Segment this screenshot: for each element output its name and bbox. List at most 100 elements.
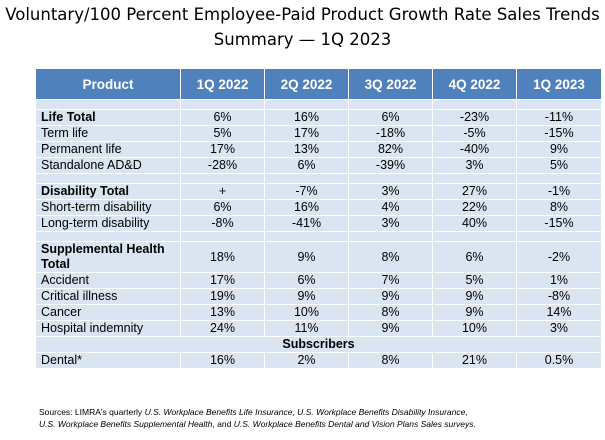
spacer-row	[35, 99, 602, 110]
table-row: Long-term disability -8% -41% 3% 40% -15%	[35, 215, 602, 232]
table-row: Term life 5% 17% -18% -5% -15%	[35, 125, 602, 142]
row-value: 16%	[180, 352, 265, 369]
row-value: 14%	[516, 304, 602, 321]
column-header-4q-2022: 4Q 2022	[432, 68, 517, 100]
row-label: Term life	[35, 125, 181, 142]
row-value: -8%	[180, 215, 265, 232]
row-value: 8%	[516, 199, 602, 216]
row-value: -8%	[516, 288, 602, 305]
row-value: 8%	[348, 352, 433, 369]
table-row: Critical illness 19% 9% 9% 9% -8%	[35, 288, 602, 305]
row-value: 40%	[432, 215, 517, 232]
row-value: 16%	[264, 199, 349, 216]
spacer-cell	[432, 231, 517, 242]
row-value: 6%	[264, 157, 349, 174]
source-note: Sources: LIMRA's quarterly U.S. Workplac…	[39, 407, 476, 429]
row-value: 6%	[348, 109, 433, 126]
spacer-cell	[516, 173, 602, 184]
row-label: Hospital indemnity	[35, 320, 181, 337]
page-title: Voluntary/100 Percent Employee-Paid Prod…	[0, 2, 605, 52]
spacer-cell	[35, 231, 181, 242]
spacer-cell	[180, 231, 265, 242]
row-value: 0.5%	[516, 352, 602, 369]
row-value: -39%	[348, 157, 433, 174]
row-value: 9%	[516, 141, 602, 158]
row-value: 16%	[264, 109, 349, 126]
row-value: -2%	[516, 241, 602, 273]
row-label: Life Total	[35, 109, 181, 126]
spacer-cell	[264, 231, 349, 242]
title-line-1: Voluntary/100 Percent Employee-Paid Prod…	[5, 5, 600, 24]
row-label: Cancer	[35, 304, 181, 321]
row-label: Permanent life	[35, 141, 181, 158]
spacer-cell	[348, 99, 433, 110]
row-value: -11%	[516, 109, 602, 126]
row-value: -28%	[180, 157, 265, 174]
row-value: 9%	[432, 304, 517, 321]
subscribers-label: Subscribers	[35, 336, 602, 353]
row-value: 7%	[348, 272, 433, 289]
spacer-cell	[516, 231, 602, 242]
subscribers-row: Subscribers	[35, 336, 602, 353]
row-value: 21%	[432, 352, 517, 369]
column-header-1q-2023: 1Q 2023	[516, 68, 602, 100]
row-value: 9%	[264, 288, 349, 305]
row-value: 2%	[264, 352, 349, 369]
table-row: Permanent life 17% 13% 82% -40% 9%	[35, 141, 602, 158]
row-value: -40%	[432, 141, 517, 158]
row-value: 6%	[264, 272, 349, 289]
spacer-cell	[180, 173, 265, 184]
spacer-cell	[516, 99, 602, 110]
row-value: -1%	[516, 183, 602, 200]
table-row: Standalone AD&D -28% 6% -39% 3% 5%	[35, 157, 602, 174]
spacer-cell	[264, 99, 349, 110]
row-value: 19%	[180, 288, 265, 305]
row-value: 3%	[348, 215, 433, 232]
row-value: -5%	[432, 125, 517, 142]
spacer-cell	[432, 173, 517, 184]
spacer-row	[35, 231, 602, 242]
table-row: Disability Total + -7% 3% 27% -1%	[35, 183, 602, 200]
row-value: 18%	[180, 241, 265, 273]
row-value: +	[180, 183, 265, 200]
row-value: 6%	[432, 241, 517, 273]
row-value: -7%	[264, 183, 349, 200]
row-value: 24%	[180, 320, 265, 337]
row-value: -15%	[516, 125, 602, 142]
spacer-cell	[348, 173, 433, 184]
row-label: Disability Total	[35, 183, 181, 200]
column-header-2q-2022: 2Q 2022	[264, 68, 349, 100]
spacer-row	[35, 173, 602, 184]
table-row: Dental* 16% 2% 8% 21% 0.5%	[35, 352, 602, 369]
row-value: 9%	[264, 241, 349, 273]
row-value: 17%	[180, 141, 265, 158]
row-value: 10%	[432, 320, 517, 337]
column-header-1q-2022: 1Q 2022	[180, 68, 265, 100]
row-value: 3%	[348, 183, 433, 200]
row-label: Short-term disability	[35, 199, 181, 216]
row-value: 10%	[264, 304, 349, 321]
row-value: 3%	[516, 320, 602, 337]
row-label: Supplemental Health Total	[35, 241, 181, 273]
row-value: -41%	[264, 215, 349, 232]
table-row: Accident 17% 6% 7% 5% 1%	[35, 272, 602, 289]
column-header-product: Product	[35, 68, 181, 100]
sales-trends-table: Product 1Q 2022 2Q 2022 3Q 2022 4Q 2022 …	[35, 68, 602, 369]
row-label: Accident	[35, 272, 181, 289]
row-value: 8%	[348, 241, 433, 273]
row-value: 8%	[348, 304, 433, 321]
row-value: 4%	[348, 199, 433, 216]
row-value: 6%	[180, 109, 265, 126]
row-value: 17%	[180, 272, 265, 289]
spacer-cell	[35, 173, 181, 184]
row-value: -23%	[432, 109, 517, 126]
row-value: -18%	[348, 125, 433, 142]
row-value: 9%	[348, 288, 433, 305]
row-value: 1%	[516, 272, 602, 289]
row-label: Long-term disability	[35, 215, 181, 232]
column-header-3q-2022: 3Q 2022	[348, 68, 433, 100]
row-value: 22%	[432, 199, 517, 216]
row-value: 82%	[348, 141, 433, 158]
table-row: Hospital indemnity 24% 11% 9% 10% 3%	[35, 320, 602, 337]
row-value: 11%	[264, 320, 349, 337]
